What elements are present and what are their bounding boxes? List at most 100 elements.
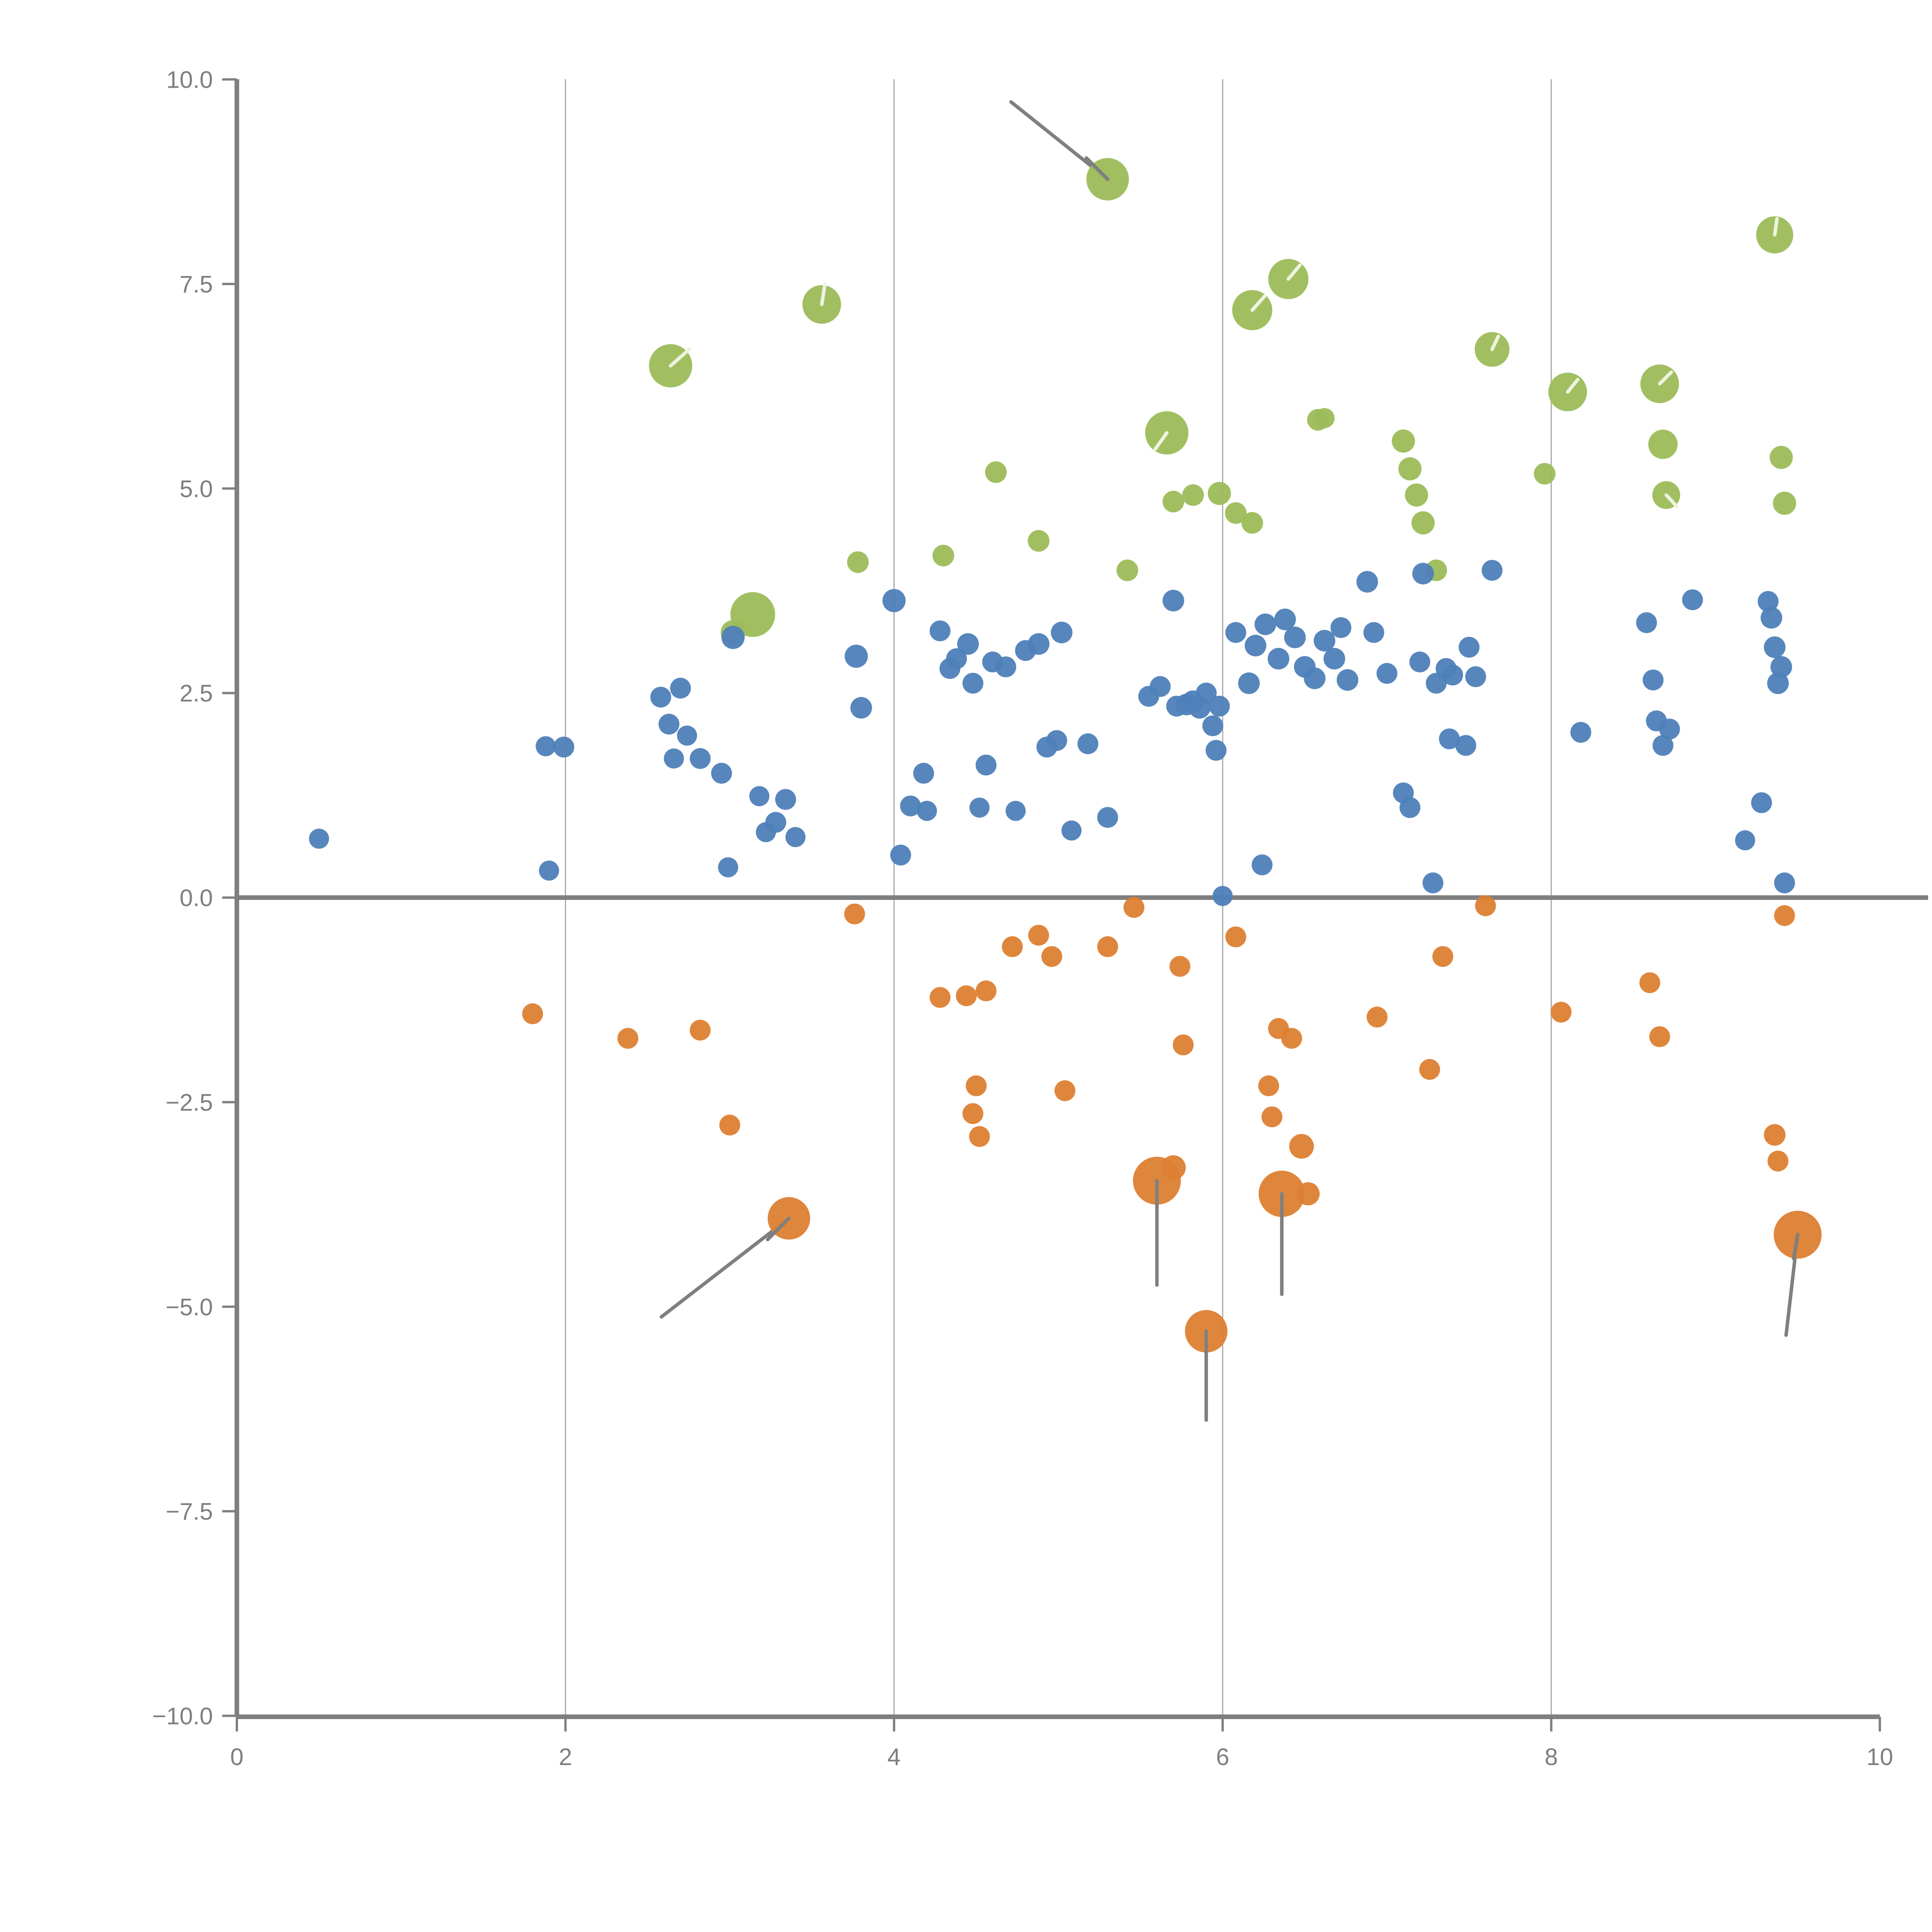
data-point [1405,483,1428,507]
data-point [847,551,869,573]
data-point [1465,666,1486,687]
data-point [929,987,951,1008]
data-point [1570,722,1592,743]
whisker-inner-line [1250,294,1267,312]
y-tick-label: −5.0 [166,1294,213,1321]
data-point [1206,740,1227,761]
data-point [1097,807,1118,828]
axis-tick-labels: 0 2 4 6 8 10 −10.0 −7.5 −5.0 −2.5 0.0 2.5 5.0 7.5 10.0 [152,67,1893,1771]
data-point [1412,563,1434,585]
data-point [1116,560,1138,581]
data-point [1161,1155,1186,1180]
data-point [721,626,745,649]
series-3-points [649,100,1796,645]
data-point [1764,636,1786,658]
data-point [900,795,921,816]
whisker-inner-line [1658,370,1673,386]
data-point [975,980,997,1002]
data-point [1208,481,1231,505]
data-point [1077,733,1099,754]
data-point [1173,1034,1194,1056]
whisker-inner-line [766,1216,791,1242]
data-point [690,748,711,769]
data-point [1097,936,1118,957]
data-point [1254,613,1276,635]
data-point [1639,972,1660,993]
data-point [536,736,556,757]
data-point [1409,651,1430,673]
data-point [1770,656,1792,678]
x-tick-label: 4 [888,1744,901,1770]
data-point [718,857,738,878]
data-point [1289,1134,1314,1159]
whisker-inner-line [820,282,827,306]
data-point [995,656,1016,677]
whisker-inner-line [669,347,692,368]
data-point [1150,676,1171,697]
data-point [850,697,872,719]
y-tick-label: −10.0 [152,1703,213,1730]
x-tick-label: 2 [559,1744,572,1770]
data-point [1356,571,1378,593]
data-point [1751,792,1772,813]
data-point [1225,926,1247,947]
data-point [765,812,786,833]
data-point [1225,622,1247,643]
data-point [1475,895,1496,917]
data-point [1196,682,1217,704]
data-point [719,1114,740,1136]
data-point [1252,854,1273,876]
data-point [962,673,983,694]
data-point [1767,1150,1789,1172]
data-point [1682,589,1703,611]
whisker-line [660,1216,791,1319]
data-point [1027,530,1049,552]
data-point [1213,886,1233,906]
data-point [1411,511,1435,535]
x-tick-label: 0 [230,1744,243,1770]
data-point [1481,560,1503,581]
data-point [1773,492,1796,515]
data-point [1281,1028,1302,1049]
data-point [966,1075,987,1097]
data-point [1209,696,1230,717]
data-point [969,798,990,818]
y-tick-label: −2.5 [166,1089,213,1116]
data-point [1241,512,1263,534]
data-point [882,589,906,612]
data-point [1459,637,1480,658]
whisker-inner-line [1773,217,1779,237]
data-point [1169,956,1190,977]
data-point [1274,609,1296,631]
data-point [664,748,684,769]
data-point [690,1020,711,1041]
x-tick-label: 6 [1216,1744,1229,1770]
data-point [1304,667,1326,689]
data-point [775,789,796,810]
data-point [1238,672,1260,694]
data-point [522,1003,543,1024]
data-point [956,985,977,1007]
data-point [1330,617,1352,638]
data-point [1652,735,1673,756]
data-point [1202,715,1223,736]
data-point [1735,830,1755,850]
axis-ticks [222,78,1881,1731]
data-point [985,461,1007,483]
data-point [969,1126,990,1147]
data-point [1313,630,1335,652]
y-tick-label: 5.0 [180,476,213,502]
data-point [1225,502,1247,524]
whisker-inner-line [1664,493,1679,509]
data-point [946,648,967,669]
data-point [1337,669,1359,691]
data-point [1323,648,1345,670]
data-point [845,645,868,668]
y-tick-label: 0.0 [180,885,213,912]
data-point [1366,1007,1388,1028]
y-tick-label: 7.5 [180,271,213,298]
data-point [1636,612,1657,633]
data-point [539,861,559,881]
